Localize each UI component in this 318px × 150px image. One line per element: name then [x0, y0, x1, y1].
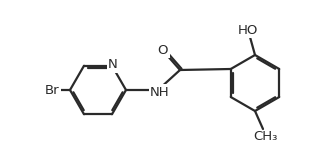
Text: O: O: [158, 44, 168, 57]
Text: Br: Br: [45, 84, 59, 96]
Text: N: N: [108, 58, 118, 71]
Text: CH₃: CH₃: [253, 129, 277, 142]
Text: NH: NH: [150, 85, 170, 99]
Text: HO: HO: [238, 24, 258, 36]
